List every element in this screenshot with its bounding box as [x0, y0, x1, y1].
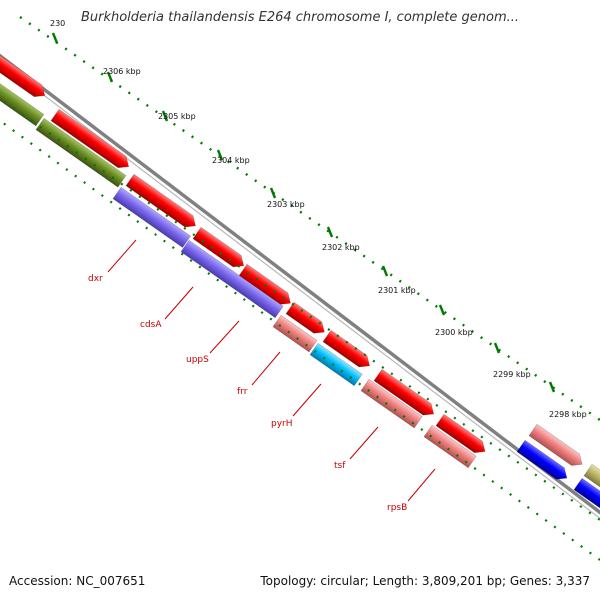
gene-label-uppS[interactable]: uppS: [186, 355, 209, 365]
cds-red-8: [373, 368, 435, 416]
scale-tick: [548, 381, 556, 393]
label-leader-frr: [251, 351, 281, 386]
gene-label-rpsB[interactable]: rpsB: [387, 503, 407, 513]
kbp-label: 2301 kbp: [378, 286, 416, 295]
cds-red-9: [435, 413, 486, 454]
label-leader-uppS: [209, 320, 240, 354]
cds-red-7: [322, 329, 370, 368]
gene-label-cdsA[interactable]: cdsA: [140, 320, 162, 330]
backbone-inner: [0, 61, 600, 520]
cds-olive-1: [0, 81, 45, 127]
kbp-label: 2304 kbp: [212, 156, 250, 165]
cds-blue-2: [573, 477, 600, 514]
scale-tick: [381, 265, 389, 277]
label-leader-cdsA: [164, 286, 194, 320]
scale-tick: [106, 71, 114, 83]
cds-light-4: [528, 423, 583, 466]
kbp-label: 2300 kbp: [435, 328, 473, 337]
scale-tick: [493, 342, 501, 354]
kbp-scale: 230 2306 kbp 2305 kbp 2304 kbp 2303 kbp 2302 …: [0, 16, 600, 561]
cds-cyan-1: [309, 342, 363, 387]
label-leader-tsf: [349, 426, 379, 460]
kbp-label: 2303 kbp: [267, 200, 305, 209]
kbp-label: 2305 kbp: [158, 112, 196, 121]
feature-tracks: [0, 53, 600, 520]
topology-summary: Topology: circular; Length: 3,809,201 bp…: [260, 574, 590, 588]
label-leader-dxr: [107, 239, 137, 273]
kbp-label: 2302 kbp: [322, 243, 360, 252]
scale-tick: [161, 110, 169, 122]
gene-labels: dxr cdsA uppS frr pyrH tsf rpsB: [88, 239, 436, 513]
backbone-outer: [0, 53, 600, 515]
cds-khaki-1: [583, 463, 600, 494]
gene-label-tsf[interactable]: tsf: [334, 461, 346, 471]
cds-red-3: [125, 173, 196, 228]
scale-tick: [216, 149, 224, 161]
scale-tick: [269, 187, 277, 199]
cds-light-1: [272, 314, 318, 353]
kbp-label: 230: [50, 19, 65, 28]
cds-purple-2: [180, 239, 284, 319]
label-leader-pyrH: [292, 383, 322, 417]
cds-red-2: [50, 108, 130, 169]
cds-olive-2: [35, 117, 127, 188]
kbp-label: 2298 kbp: [549, 410, 587, 419]
cds-light-3: [423, 424, 477, 469]
accession-text: Accession: NC_007651: [9, 574, 146, 588]
cds-light-2: [360, 378, 423, 429]
gene-label-frr[interactable]: frr: [237, 387, 248, 397]
cds-purple-1: [112, 186, 192, 248]
cds-blue-1: [516, 439, 568, 480]
kbp-label: 2299 kbp: [493, 370, 531, 379]
scale-tick: [51, 32, 59, 44]
cds-red-6: [285, 301, 325, 334]
map-title: Burkholderia thailandensis E264 chromoso…: [80, 10, 520, 25]
dotted-ring-1: [19, 16, 600, 421]
gene-label-pyrH[interactable]: pyrH: [271, 419, 293, 429]
cds-red-5: [238, 263, 291, 305]
label-leader-rpsB: [407, 468, 436, 502]
gene-label-dxr[interactable]: dxr: [88, 274, 103, 284]
scale-tick: [438, 304, 446, 316]
kbp-label: 2306 kbp: [103, 67, 141, 76]
dotted-ring-3: [0, 119, 600, 561]
dotted-ring-2: [0, 97, 600, 521]
cds-red-1: [0, 53, 46, 98]
scale-tick: [326, 226, 334, 238]
